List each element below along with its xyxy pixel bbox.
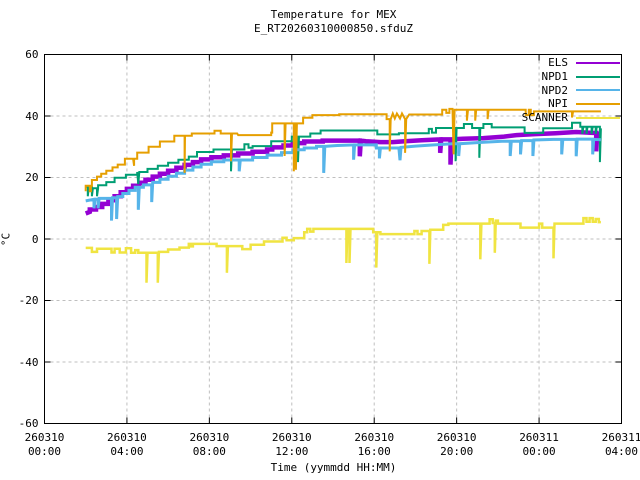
- legend-label-npi: NPI: [548, 97, 568, 111]
- chart-title: Temperature for MEX: [270, 8, 397, 21]
- legend-label-npd2: NPD2: [541, 83, 569, 97]
- x-tick-label: 260311 00:00: [519, 431, 559, 458]
- legend-row-els: ELS: [522, 56, 620, 70]
- y-tick-label: -20: [18, 294, 39, 307]
- series-els: [84, 129, 602, 216]
- y-tick-label: 40: [25, 109, 39, 123]
- series-npi: [84, 107, 601, 193]
- legend-sample-els: [576, 61, 620, 64]
- legend: ELS NPD1 NPD2 NPI SCANNER: [522, 56, 620, 124]
- series-npd2: [85, 137, 601, 221]
- y-tick-label: -60: [18, 417, 39, 430]
- x-tick-label: 260310 04:00: [107, 431, 147, 458]
- legend-sample-npd1: [576, 75, 620, 78]
- x-axis-label: Time (yymmdd HH:MM): [270, 461, 397, 474]
- series-scanner: [85, 216, 601, 283]
- legend-row-scanner: SCANNER: [522, 111, 620, 125]
- x-tick-label: 260310 12:00: [271, 431, 312, 458]
- x-tick-label: 260310 00:00: [24, 431, 65, 458]
- x-tick-label: 260310 20:00: [436, 431, 477, 458]
- chart-subtitle: E_RT20260310000850.sfduZ: [254, 22, 413, 35]
- legend-row-npi: NPI: [522, 97, 620, 111]
- x-tick-label: 260310 16:00: [354, 431, 395, 458]
- y-tick-label: -40: [18, 355, 39, 369]
- x-tick-label: 260310 08:00: [189, 431, 230, 458]
- legend-sample-scanner: [576, 116, 620, 119]
- x-tick-label: 260311 04:00: [601, 431, 640, 458]
- y-tick-label: 60: [25, 48, 39, 61]
- legend-row-npd2: NPD2: [522, 83, 620, 97]
- legend-label-npd1: NPD1: [541, 70, 569, 84]
- legend-label-els: ELS: [548, 56, 568, 70]
- legend-sample-npd2: [576, 89, 620, 92]
- legend-sample-npi: [576, 102, 620, 105]
- y-tick-label: 20: [25, 171, 39, 184]
- series-npd1: [85, 121, 602, 197]
- legend-row-npd1: NPD1: [522, 70, 620, 84]
- legend-label-scanner: SCANNER: [521, 111, 568, 125]
- y-tick-label: 0: [31, 232, 39, 246]
